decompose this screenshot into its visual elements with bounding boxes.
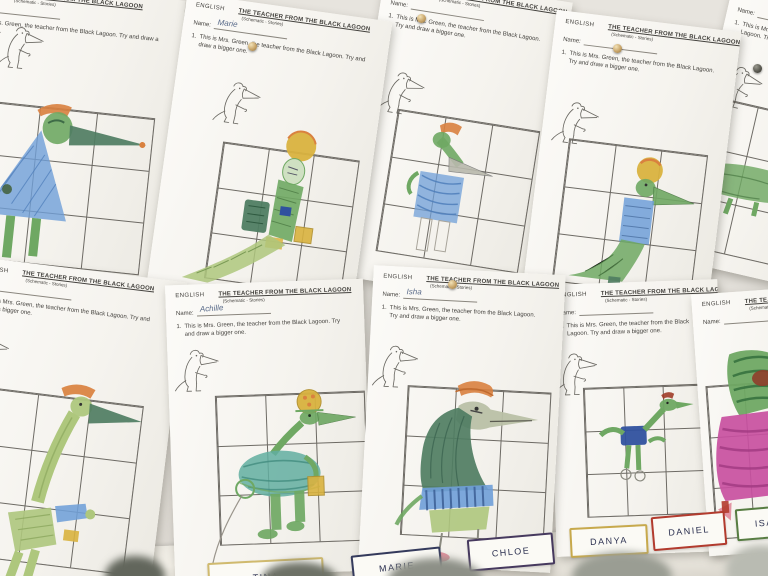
item-number: 1. [381, 304, 387, 311]
worksheet-page: ENGLISH THE TEACHER FROM THE BLACK LAGOO… [337, 0, 573, 305]
name-label: Name: [192, 20, 212, 29]
worksheet-page: ENGLISH THE TEACHER FROM THE BLACK LAGOO… [520, 9, 742, 327]
push-pin-icon [753, 64, 762, 73]
child-crocodile-drawing [406, 122, 493, 253]
push-pin-icon [613, 44, 622, 53]
name-label: Name: [702, 318, 721, 327]
name-label: Name: [389, 0, 409, 9]
worksheet-page: ENGLISH THE TEACHER FROM THE BLACK LAGOO… [358, 265, 566, 573]
child-crocodile-drawing [598, 392, 694, 482]
child-crocodile-drawing [181, 130, 317, 283]
name-label: Name: [736, 7, 756, 18]
name-card: DANIEL [650, 510, 728, 552]
name-field: Achille [196, 303, 271, 317]
blurred-foreground-object [262, 562, 337, 576]
instruction-text: This is Mrs. Green, the teacher from the… [389, 305, 536, 323]
crocodile-line-art [173, 349, 220, 393]
crocodile-line-art [0, 331, 11, 378]
child-crocodile-drawing [716, 350, 768, 536]
handwritten-name: Achille [199, 303, 224, 314]
instruction-text: This is Mrs. Green, the teacher from the… [739, 21, 768, 57]
handwritten-name: Isha [406, 287, 422, 297]
name-label: Name: [382, 291, 401, 299]
name-card: ISABEL [734, 502, 768, 542]
blurred-foreground-object [105, 556, 165, 576]
child-crocodile-drawing [568, 157, 695, 285]
subject-label: ENGLISH [0, 265, 9, 275]
name-card-text: DANIEL [667, 524, 711, 538]
subject-label: ENGLISH [383, 273, 413, 282]
push-pin-icon [448, 280, 457, 289]
worksheet-page: ENGLISH THE TEACHER FROM THE BLACK LAGOO… [0, 255, 188, 576]
worksheet-page: ENGLISH THE TEACHER FROM THE BLACK LAGOO… [164, 278, 374, 576]
instruction-text: This is Mrs. Green, the teacher from the… [566, 319, 690, 338]
worksheet-page: ENGLISH THE TEACHER FROM THE BLACK LAGOO… [146, 0, 393, 313]
subject-label: ENGLISH [701, 300, 732, 309]
child-crocodile-drawing [394, 381, 539, 562]
subject-label: ENGLISH [175, 292, 205, 300]
name-card-text: DANYA [589, 535, 629, 547]
name-label: Name: [562, 36, 582, 45]
name-field: Isha [402, 287, 478, 303]
name-field [578, 304, 654, 316]
subject-label: ENGLISH [564, 18, 595, 29]
worksheet-page: ENGLISH THE TEACHER FROM THE BLACK LAGOO… [0, 0, 186, 312]
name-label: Name: [175, 310, 194, 318]
crocodile-line-art [0, 24, 45, 71]
push-pin-icon [417, 14, 426, 23]
item-number: 1. [176, 323, 182, 331]
child-crocodile-drawing [0, 104, 147, 258]
blurred-foreground-object [388, 558, 483, 576]
subject-label: ENGLISH [195, 2, 226, 13]
worksheet-page: ENGLISH THE TEACHER FROM THE BLACK LAGOO… [547, 279, 727, 557]
subject-label: ENGLISH [741, 0, 768, 2]
item-number: 1. [561, 49, 567, 57]
name-card-text: ISABEL [754, 515, 768, 529]
name-card-text: CHLOE [491, 545, 531, 559]
name-field [723, 310, 768, 325]
child-crocodile-drawing [2, 384, 142, 576]
handwritten-name: Marie [216, 17, 238, 29]
child-crocodile-drawing [212, 389, 356, 565]
instruction-text: This is Mrs. Green, the teacher from the… [184, 318, 341, 338]
push-pin-icon [248, 42, 257, 51]
worksheet-title: THE TEACHER FROM THE BLACK LAGOON [744, 290, 768, 306]
item-number: 1. [191, 33, 197, 40]
worksheet-page: ENGLISH THE TEACHER FROM THE BLACK LAGOO… [691, 285, 768, 557]
